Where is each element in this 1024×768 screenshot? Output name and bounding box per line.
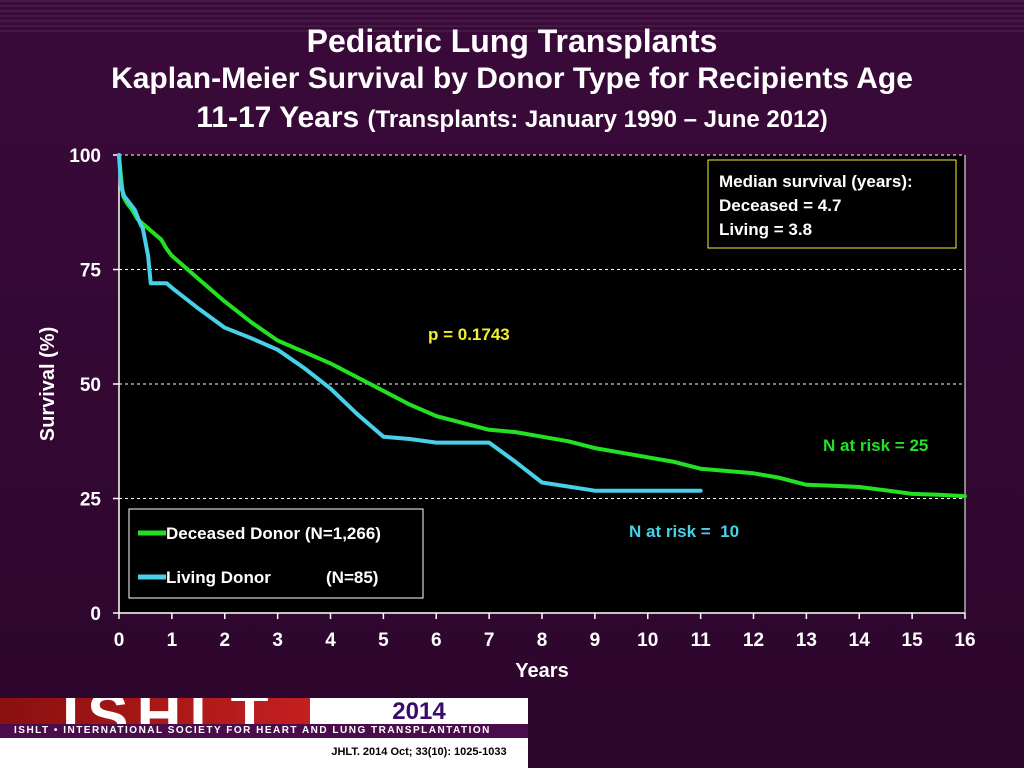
y-tick-label-0: 0: [90, 604, 101, 625]
legend-label-living: Living Donor: [166, 568, 271, 587]
x-axis-label: Years: [515, 660, 568, 682]
x-tick-label-16: 16: [954, 630, 975, 651]
x-tick-label-12: 12: [743, 630, 764, 651]
slide-title: Pediatric Lung Transplants Kaplan-Meier …: [0, 22, 1024, 140]
header-stripes: [0, 0, 1024, 34]
x-tick-label-4: 4: [325, 630, 336, 651]
median-deceased: Deceased = 4.7: [719, 196, 841, 215]
title-age-range: 11-17 Years: [196, 101, 360, 134]
n-at-risk-living: N at risk = 10: [629, 522, 739, 541]
ishlt-org-name: ISHLT • INTERNATIONAL SOCIETY FOR HEART …: [0, 724, 528, 738]
x-tick-label-14: 14: [849, 630, 871, 651]
series-deceased-donor: [117, 153, 967, 499]
y-tick-label-50: 50: [80, 375, 101, 396]
x-tick-label-15: 15: [902, 630, 924, 651]
median-living: Living = 3.8: [719, 220, 812, 239]
x-tick-label-8: 8: [537, 630, 548, 651]
x-tick-label-5: 5: [378, 630, 389, 651]
y-tick-label-75: 75: [80, 261, 102, 282]
x-tick-label-2: 2: [219, 630, 230, 651]
y-tick-label-100: 100: [69, 146, 101, 167]
legend: [128, 508, 424, 599]
x-tick-label-9: 9: [590, 630, 601, 651]
median-survival-box: [707, 159, 957, 249]
footer-citation: JHLT. 2014 Oct; 33(10): 1025-1033: [331, 746, 507, 758]
x-tick-label-3: 3: [272, 630, 283, 651]
title-line-1: Pediatric Lung Transplants: [306, 23, 718, 59]
legend-label-living-n: (N=85): [326, 568, 378, 587]
n-at-risk-deceased: N at risk = 25: [823, 436, 928, 455]
x-tick-label-0: 0: [114, 630, 125, 651]
ishlt-footer-logo: ISHLT ISHLT • INTERNATIONAL SOCIETY FOR …: [0, 698, 528, 768]
x-tick-label-13: 13: [796, 630, 817, 651]
legend-label-deceased: Deceased Donor (N=1,266): [166, 524, 381, 543]
x-tick-label-11: 11: [691, 630, 712, 651]
p-value-label: p = 0.1743: [428, 325, 510, 344]
median-title: Median survival (years):: [719, 172, 913, 191]
x-tick-label-6: 6: [431, 630, 442, 651]
x-tick-label-10: 10: [637, 630, 658, 651]
x-tick-label-1: 1: [167, 630, 178, 651]
title-line-2: Kaplan-Meier Survival by Donor Type for …: [111, 62, 913, 95]
y-tick-label-25: 25: [80, 490, 102, 511]
footer-year: 2014: [392, 698, 446, 725]
series-living-donor: [117, 153, 703, 493]
x-tick-label-7: 7: [484, 630, 495, 651]
title-date-range: (Transplants: January 1990 – June 2012): [367, 106, 828, 133]
y-axis-label: Survival (%): [37, 327, 59, 441]
title-line-3: 11-17 Years (Transplants: January 1990 –…: [0, 98, 1024, 140]
